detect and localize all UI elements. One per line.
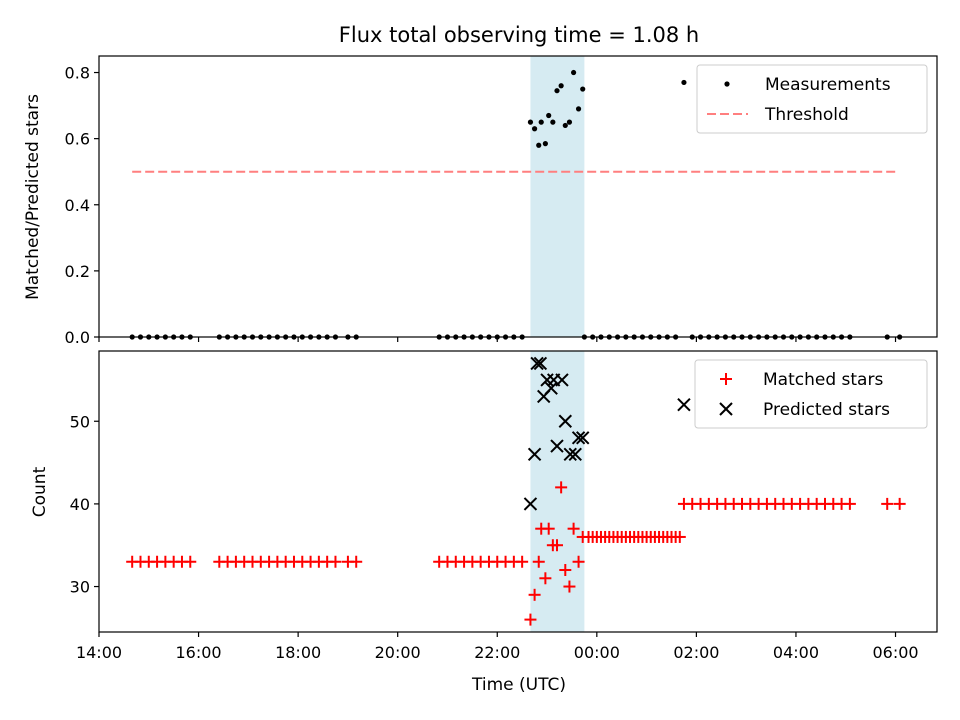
- matched-point: [184, 555, 197, 568]
- predicted-point: [563, 447, 577, 462]
- matched-point: [893, 497, 906, 510]
- measurement-point: [558, 83, 564, 89]
- predicted-point: [568, 447, 582, 462]
- matched-point: [555, 481, 568, 494]
- top-highlight-window: [530, 56, 585, 337]
- xtick-label: 14:00: [76, 643, 122, 662]
- matched-point: [881, 497, 894, 510]
- legend-predicted-label: Predicted stars: [763, 400, 890, 420]
- top-ytick-label: 0.6: [65, 130, 90, 149]
- predicted-point: [530, 356, 544, 371]
- matched-point: [673, 530, 686, 543]
- legend-measurements-marker: [724, 81, 730, 87]
- measurement-point: [562, 122, 568, 129]
- top-panel: 0.00.20.40.60.8 Matched/Predicted stars …: [23, 55, 938, 347]
- matched-point: [559, 564, 572, 577]
- top-legend-box: [696, 64, 928, 134]
- predicted-point: [523, 497, 538, 511]
- legend-threshold-label: Threshold: [764, 105, 849, 125]
- predicted-point: [527, 447, 542, 462]
- bottom-legend: Matched stars Predicted stars: [694, 359, 928, 429]
- xtick-label: 20:00: [375, 643, 421, 662]
- measurement-point: [570, 69, 577, 76]
- top-ytick-label: 0.2: [65, 262, 90, 281]
- xtick-label: 04:00: [773, 643, 819, 662]
- predicted-point: [576, 431, 590, 445]
- legend-matched-label: Matched stars: [763, 370, 883, 390]
- measurement-point: [566, 119, 573, 125]
- top-y-axis-label: Matched/Predicted stars: [23, 94, 43, 300]
- top-ytick-label: 0.0: [65, 328, 90, 347]
- matched-point: [350, 555, 363, 568]
- legend-matched-marker: [720, 373, 732, 385]
- bottom-ytick-label: 30: [70, 578, 90, 597]
- bottom-xticks: 14:00 16:00 18:00 20:00 22:00 00:00 02:00 04:00…: [76, 632, 919, 662]
- xtick-label: 02:00: [673, 643, 719, 662]
- x-axis-label: Time (UTC): [471, 675, 566, 695]
- measurement-point: [536, 142, 542, 148]
- matched-point: [329, 555, 342, 568]
- predicted-point: [555, 373, 569, 387]
- matched-point: [567, 522, 580, 535]
- xtick-label: 00:00: [574, 643, 620, 662]
- measurement-point: [554, 88, 560, 94]
- measurement-point: [542, 141, 548, 147]
- measurement-point: [550, 119, 556, 125]
- bottom-axes-frame: [98, 350, 938, 633]
- bottom-highlight-window: [530, 351, 585, 632]
- bottom-ytick-label: 50: [70, 412, 90, 431]
- xtick-label: 06:00: [872, 643, 918, 662]
- bottom-ytick-label: 40: [70, 495, 90, 514]
- matched-point: [539, 572, 552, 585]
- matched-point: [542, 522, 555, 535]
- predicted-point: [571, 431, 586, 445]
- top-ytick-label: 0.8: [65, 64, 90, 83]
- matched-point: [524, 613, 537, 626]
- xtick-label: 18:00: [275, 643, 321, 662]
- predicted-series: [523, 356, 691, 511]
- measurement-point: [575, 106, 582, 112]
- matched-point: [528, 588, 541, 601]
- bottom-yticks: 30 40 50: [70, 412, 99, 597]
- bottom-panel: 30 40 50 14:00 16:00 18:00 20:00 22:00 00:00 02:…: [30, 350, 938, 695]
- measurement-point: [580, 86, 586, 92]
- matched-series: [126, 481, 906, 626]
- matched-point: [843, 497, 856, 510]
- matched-point: [532, 555, 545, 568]
- measurement-point: [681, 79, 687, 86]
- bottom-y-axis-label: Count: [30, 466, 50, 517]
- top-axes-frame: [98, 55, 938, 338]
- legend-predicted-marker: [719, 402, 733, 416]
- predicted-point: [558, 414, 573, 428]
- measurement-point: [527, 119, 534, 125]
- matched-point: [572, 555, 585, 568]
- chart-title: Flux total observing time = 1.08 h: [339, 23, 699, 47]
- legend-measurements-label: Measurements: [765, 75, 891, 95]
- matched-point: [550, 539, 563, 552]
- measurement-point: [546, 112, 552, 119]
- top-ytick-label: 0.4: [65, 196, 90, 215]
- predicted-point: [550, 439, 564, 453]
- top-yticks: 0.0 0.2 0.4 0.6 0.8: [65, 64, 99, 347]
- predicted-point: [533, 356, 548, 371]
- predicted-point: [544, 381, 558, 395]
- measurement-point: [538, 119, 544, 125]
- xtick-label: 16:00: [176, 643, 222, 662]
- xtick-label: 22:00: [474, 643, 520, 662]
- matched-point: [516, 555, 529, 568]
- top-legend: Measurements Threshold: [696, 64, 928, 134]
- measurement-point: [531, 126, 538, 132]
- matched-point: [563, 580, 576, 593]
- predicted-point: [677, 398, 691, 412]
- bottom-legend-box: [694, 359, 928, 429]
